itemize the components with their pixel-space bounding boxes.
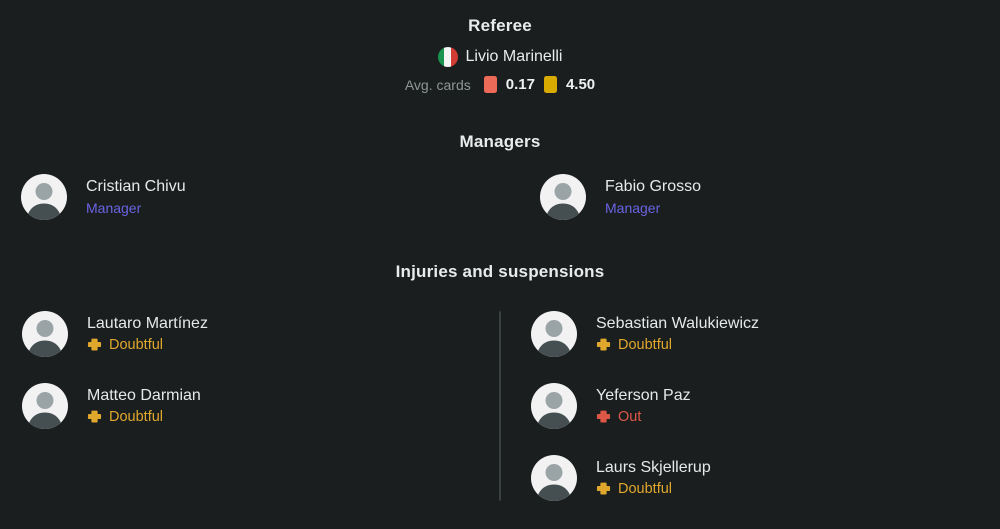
injury-item[interactable]: Laurs Skjellerup Doubtful [500,455,1000,501]
managers-heading: Managers [459,132,541,151]
person-silhouette-icon [536,464,572,501]
injury-item[interactable]: Sebastian Walukiewicz Doubtful [500,311,1000,357]
medical-cross-icon [87,337,102,352]
injuries-grid: Lautaro Martínez Doubtful [0,311,1000,501]
injury-text: Sebastian Walukiewicz Doubtful [596,314,759,355]
player-name: Lautaro Martínez [87,314,208,332]
injury-item[interactable]: Yeferson Paz Out [500,383,1000,429]
person-silhouette-icon [536,320,572,357]
avatar [531,311,577,357]
avg-red-cards-value: 0.17 [505,76,535,93]
injury-text: Lautaro Martínez Doubtful [87,314,208,355]
injuries-home-column: Lautaro Martínez Doubtful [0,311,500,429]
injuries-section: Injuries and suspensions Lautar [0,260,1000,501]
injury-status-label: Doubtful [109,408,164,425]
avatar [22,383,68,429]
yellow-card-icon [543,76,557,93]
person-silhouette-icon [536,392,572,429]
player-name: Matteo Darmian [87,386,201,404]
injury-text: Matteo Darmian Doubtful [87,386,201,427]
injury-status-label: Doubtful [618,336,673,353]
avg-cards-label: Avg. cards [404,76,471,93]
referee-row: Livio Marinelli [0,47,1000,67]
manager-name: Cristian Chivu [86,177,186,195]
manager-text: Fabio Grosso Manager [605,177,701,218]
manager-item-away[interactable]: Fabio Grosso Manager [500,174,1000,220]
injuries-content: Lautaro Martínez Doubtful [0,311,1000,501]
injury-status: Doubtful [87,407,201,427]
manager-item-home[interactable]: Cristian Chivu Manager [0,174,500,220]
referee-heading: Referee [468,16,532,35]
injury-text: Yeferson Paz Out [596,386,691,427]
injuries-away-column: Sebastian Walukiewicz Doubtful [500,311,1000,501]
avatar [22,311,68,357]
avg-cards-row: Avg. cards 0.17 4.50 [0,76,1000,93]
manager-role: Manager [605,199,661,216]
person-silhouette-icon [27,320,63,357]
medical-cross-icon [596,337,611,352]
person-silhouette-icon [27,392,63,429]
medical-cross-icon [596,409,611,424]
avatar [21,174,67,220]
injury-status-label: Doubtful [618,480,673,497]
player-name: Yeferson Paz [596,386,691,404]
medical-cross-icon [596,481,611,496]
injury-item[interactable]: Matteo Darmian Doubtful [0,383,500,429]
managers-section: Managers Cristian Chivu Manager [0,130,1000,220]
manager-name: Fabio Grosso [605,177,702,195]
injury-status: Doubtful [596,479,711,499]
avg-yellow-cards-value: 4.50 [565,76,596,93]
injury-text: Laurs Skjellerup Doubtful [596,458,711,499]
injury-status-label: Doubtful [109,336,164,353]
referee-name: Livio Marinelli [465,48,563,65]
avatar [531,455,577,501]
referee-section: Referee Livio Marinelli Avg. cards 0.17 … [0,14,1000,93]
player-name: Laurs Skjellerup [596,458,711,476]
injury-status: Doubtful [596,335,759,355]
italy-flag-icon [437,47,458,67]
red-card-icon [483,76,497,93]
person-silhouette-icon [26,183,62,220]
avatar [531,383,577,429]
player-name: Sebastian Walukiewicz [596,314,760,332]
avatar [540,174,586,220]
injuries-heading: Injuries and suspensions [395,262,605,281]
manager-role: Manager [86,199,142,216]
injury-status-label: Out [618,408,642,425]
medical-cross-icon [87,409,102,424]
column-divider [499,311,501,501]
injury-status: Out [596,407,691,427]
injury-status: Doubtful [87,335,208,355]
managers-grid: Cristian Chivu Manager Fabio Grosso Mana… [0,174,1000,220]
manager-text: Cristian Chivu Manager [86,177,186,218]
injury-item[interactable]: Lautaro Martínez Doubtful [0,311,500,357]
person-silhouette-icon [545,183,581,220]
